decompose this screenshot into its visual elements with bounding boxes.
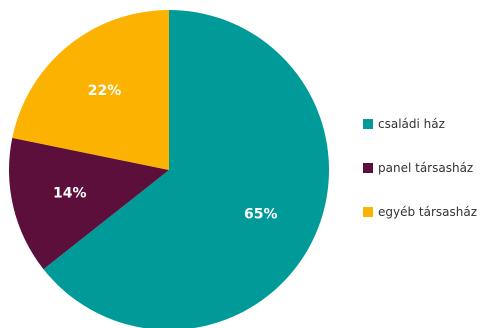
legend-item-egyeb-tarsashaz: egyéb társasház bbox=[363, 204, 477, 220]
slice-label-panel-tarsashaz: 14% bbox=[53, 186, 87, 202]
slice-label-csaladi-haz: 65% bbox=[244, 206, 278, 222]
pie-slice-panel-tarsashaz bbox=[8, 137, 169, 270]
legend-swatch-csaladi-haz bbox=[363, 119, 373, 129]
legend: családi ház panel társasház egyéb társas… bbox=[363, 116, 477, 248]
legend-label-egyeb-tarsashaz: egyéb társasház bbox=[378, 205, 478, 219]
legend-label-panel-tarsashaz: panel társasház bbox=[378, 161, 474, 175]
slice-label-egyeb-tarsashaz: 22% bbox=[88, 83, 122, 99]
pie-slices bbox=[8, 10, 329, 328]
legend-swatch-egyeb-tarsashaz bbox=[363, 207, 373, 217]
legend-swatch-panel-tarsashaz bbox=[363, 163, 373, 173]
legend-label-csaladi-haz: családi ház bbox=[378, 117, 445, 131]
legend-item-panel-tarsashaz: panel társasház bbox=[363, 160, 477, 176]
pie-slice-csaladi-haz bbox=[43, 10, 329, 328]
slice-labels: 65% 14% 22% bbox=[53, 83, 278, 222]
legend-item-csaladi-haz: családi ház bbox=[363, 116, 477, 132]
pie-slice-egyeb-tarsashaz bbox=[12, 10, 170, 170]
